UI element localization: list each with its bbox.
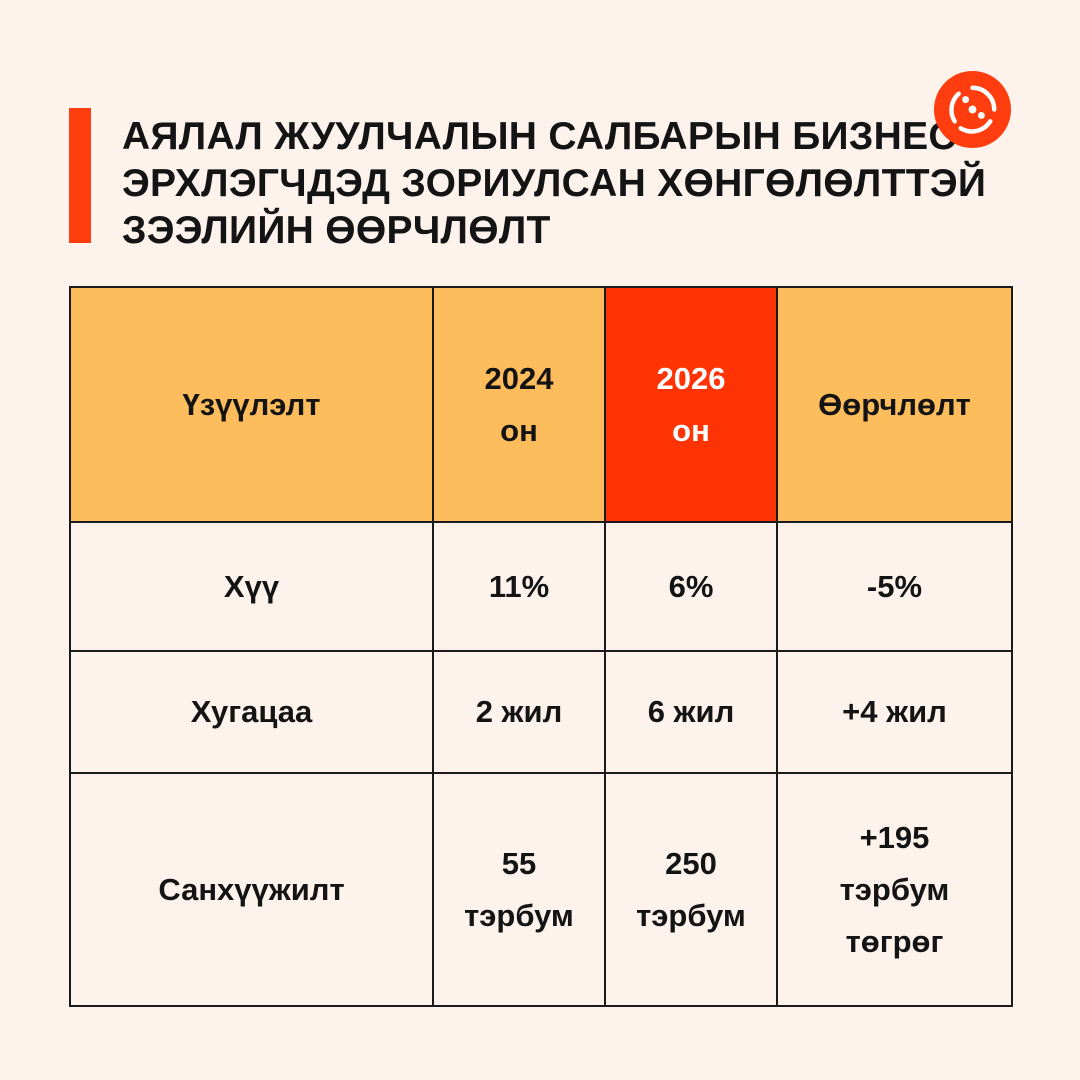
header-year-2026: 2026 он — [604, 286, 778, 523]
row-label: Хугацаа — [69, 650, 434, 774]
cell-2024: 2 жил — [432, 650, 606, 774]
row-label: Санхүүжилт — [69, 772, 434, 1007]
cell-text: +195 — [859, 819, 930, 855]
table-row: Хүү 11% 6% -5% — [69, 521, 1013, 652]
cell-change: +4 жил — [776, 650, 1013, 774]
header-change: Өөрчлөлт — [776, 286, 1013, 523]
title-line: ЭРХЛЭГЧДЭД ЗОРИУЛСАН ХӨНГӨЛӨЛТТЭЙ — [122, 162, 987, 205]
page-title: АЯЛАЛ ЖУУЛЧАЛЫН САЛБАРЫН БИЗНЕС ЭРХЛЭГЧД… — [122, 113, 987, 254]
cell-text: -5% — [866, 568, 923, 604]
table-row: Хугацаа 2 жил 6 жил +4 жил — [69, 650, 1013, 774]
cell-2024: 11% — [432, 521, 606, 652]
cell-2026: 6% — [604, 521, 778, 652]
title-accent-bar — [69, 108, 91, 243]
cell-change: -5% — [776, 521, 1013, 652]
cell-text: +4 жил — [842, 694, 947, 729]
header-text: он — [672, 412, 710, 448]
cell-text: тэрбум — [839, 871, 950, 907]
cell-2024: 55 тэрбум — [432, 772, 606, 1007]
cell-change: +195 тэрбум төгрөг — [776, 772, 1013, 1007]
header-indicator: Үзүүлэлт — [69, 286, 434, 523]
cell-text: Санхүүжилт — [158, 871, 345, 907]
cell-text: Хугацаа — [190, 694, 313, 729]
table-row: Санхүүжилт 55 тэрбум 250 тэрбум +195 тэр… — [69, 772, 1013, 1007]
cell-text: тэрбум — [464, 897, 574, 933]
brand-logo-icon — [933, 70, 1012, 149]
cell-text: Хүү — [223, 568, 280, 604]
row-label: Хүү — [69, 521, 434, 652]
header-text: Үзүүлэлт — [182, 386, 321, 422]
header-year-2024: 2024 он — [432, 286, 606, 523]
header-text: он — [500, 412, 538, 448]
cell-text: 6 жил — [647, 694, 735, 729]
cell-text: 2 жил — [475, 694, 563, 729]
header-text: Өөрчлөлт — [818, 386, 971, 422]
cell-text: 6% — [668, 568, 714, 604]
cell-2026: 250 тэрбум — [604, 772, 778, 1007]
cell-text: 55 — [501, 845, 537, 881]
cell-text: тэрбум — [636, 897, 746, 933]
cell-text: 250 — [665, 845, 717, 881]
cell-2026: 6 жил — [604, 650, 778, 774]
title-line: АЯЛАЛ ЖУУЛЧАЛЫН САЛБАРЫН БИЗНЕС — [122, 115, 957, 158]
header-text: 2026 — [656, 360, 726, 396]
cell-text: 11% — [488, 568, 550, 604]
cell-text: төгрөг — [845, 923, 944, 959]
comparison-table: Үзүүлэлт 2024 он 2026 он Өөрчлөлт Хүү 11… — [69, 286, 1013, 1007]
table-header-row: Үзүүлэлт 2024 он 2026 он Өөрчлөлт — [69, 286, 1013, 523]
title-line: ЗЭЭЛИЙН ӨӨРЧЛӨЛТ — [122, 209, 551, 252]
header-text: 2024 — [484, 360, 554, 396]
